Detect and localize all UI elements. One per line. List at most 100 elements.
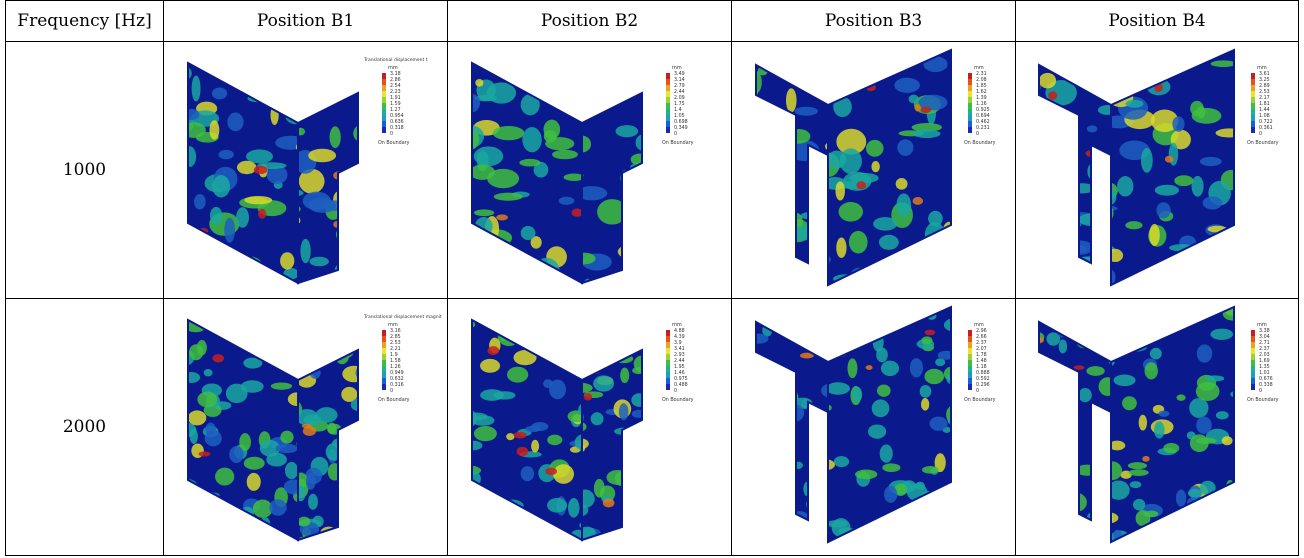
contour-plot: mm2.312.081.851.621.391.160.9250.6940.46…: [754, 48, 996, 287]
legend-swatch: [381, 372, 386, 378]
legend-swatch: [665, 109, 670, 115]
legend-value: 1.35: [1259, 364, 1270, 370]
legend-value: 2.71: [1259, 340, 1270, 346]
legend-value: 3.16: [390, 328, 401, 334]
legend-value: 2.44: [674, 358, 685, 364]
legend-swatch: [967, 121, 972, 127]
legend-value: 1.9: [390, 352, 398, 358]
legend-value: 2.44: [674, 89, 685, 95]
legend-unit: mm: [974, 322, 984, 328]
legend-swatch: [1251, 384, 1255, 390]
legend-value: 2.89: [1259, 83, 1270, 89]
legend-value: 2.37: [976, 340, 987, 346]
legend-unit: mm: [672, 322, 682, 328]
legend-value: 0.676: [1259, 376, 1273, 382]
legend-unit: mm: [974, 65, 984, 71]
legend-unit: mm: [388, 322, 398, 328]
row-label-1000: 1000: [5, 41, 164, 299]
legend-swatch: [1251, 103, 1255, 109]
legend-value: 2.07: [976, 346, 987, 352]
plot-cell: Translational displacement magnit mm 3.16 2…: [163, 298, 448, 556]
legend-swatch: [1251, 97, 1255, 103]
legend-value: 1.08: [1259, 113, 1270, 119]
legend-swatch: [665, 91, 670, 97]
legend-unit: mm: [672, 65, 682, 71]
legend-value: 2.53: [1259, 89, 1270, 95]
legend-swatch: [381, 378, 386, 384]
legend-swatch: [1251, 79, 1255, 85]
legend-value: 0.361: [1259, 125, 1273, 131]
legend-footer: On Boundary: [1247, 397, 1279, 403]
legend-value: 1.95: [674, 364, 685, 370]
legend-swatch: [665, 360, 670, 366]
legend-swatch: [967, 342, 972, 348]
plot-cell: mm 4.88 4.39 3.9 3.41 2.93 2.44 1.95 1.46 0.975 0.…: [447, 298, 732, 556]
legend-value: 0.462: [976, 119, 990, 125]
legend-swatch: [967, 103, 972, 109]
legend-swatch: [381, 330, 386, 336]
legend-value: 3.25: [1259, 77, 1270, 83]
plot-cell: mm 2.96 2.66 2.37 2.07 1.78 1.48 1.18 0.888 0.592…: [731, 298, 1016, 556]
legend-swatch: [1251, 109, 1255, 115]
header-position-b1: Position B1: [163, 0, 448, 42]
contour-plot: mm3.493.142.792.442.091.751.41.050.6980.…: [470, 61, 694, 285]
legend-value: 2.31: [976, 71, 987, 77]
legend-value: 1.81: [1259, 101, 1270, 107]
legend-swatch: [381, 348, 386, 354]
legend-swatch: [665, 73, 670, 79]
legend-value: 1.69: [1259, 358, 1270, 364]
legend-value: 1.16: [976, 101, 987, 107]
wall-model: [470, 61, 643, 285]
legend-value: 2.53: [390, 340, 401, 346]
legend-value: 2.86: [390, 77, 401, 83]
contour-plot: mm4.884.393.93.412.932.441.951.460.9750.…: [470, 318, 694, 542]
legend-swatch: [381, 342, 386, 348]
legend-footer: On Boundary: [662, 140, 694, 146]
legend-value: 3.18: [390, 71, 401, 77]
legend-value: 1.62: [976, 89, 987, 95]
legend-swatch: [967, 109, 972, 115]
color-legend: mm4.884.393.93.412.932.441.951.460.9750.…: [662, 322, 694, 403]
legend-swatch: [381, 115, 386, 121]
legend-swatch: [1251, 127, 1255, 133]
wall-model: [1038, 48, 1235, 287]
header-position-b2: Position B2: [447, 0, 732, 42]
row-label-2000: 2000: [5, 298, 164, 556]
legend-value: 0: [976, 388, 979, 394]
legend-swatch: [381, 79, 386, 85]
legend-swatch: [1251, 330, 1255, 336]
contour-plot: Translational displacement tmm3.182.862.…: [186, 57, 428, 285]
legend-swatch: [665, 79, 670, 85]
color-legend: Translational displacement tmm3.182.862.…: [363, 57, 428, 146]
results-table: Frequency [Hz] Position B1 Position B2 P…: [5, 0, 1299, 556]
header-position-b4: Position B4: [1015, 0, 1299, 42]
legend-swatch: [967, 79, 972, 85]
legend-value: 4.39: [674, 334, 685, 340]
legend-value: 2.85: [390, 334, 401, 340]
legend-value: 0: [1259, 131, 1262, 137]
legend-title: Translational displacement t: [363, 57, 428, 63]
legend-swatch: [665, 354, 670, 360]
legend-swatch: [381, 97, 386, 103]
legend-swatch: [967, 360, 972, 366]
plot-cell: mm 3.61 3.25 2.89 2.53 2.17 1.81 1.44 1.08 0.722 0…: [1015, 41, 1299, 299]
wall-model: [186, 61, 359, 285]
legend-value: 2.79: [674, 83, 685, 89]
legend-swatch: [967, 366, 972, 372]
wall-model: [186, 318, 359, 542]
color-legend: mm2.312.081.851.621.391.160.9250.6940.46…: [964, 65, 996, 146]
legend-swatch: [1251, 348, 1255, 354]
legend-value: 0.975: [674, 376, 688, 382]
legend-value: 0: [390, 388, 393, 394]
legend-swatch: [1251, 73, 1255, 79]
legend-swatch: [665, 348, 670, 354]
legend-swatch: [1251, 378, 1255, 384]
legend-value: 4.88: [674, 328, 685, 334]
contour-plot: mm2.962.662.372.071.781.481.180.8880.592…: [754, 305, 995, 544]
legend-swatch: [381, 91, 386, 97]
legend-swatch: [381, 360, 386, 366]
legend-value: 2.23: [390, 89, 401, 95]
legend-value: 0.231: [976, 125, 990, 131]
legend-value: 2.08: [976, 77, 987, 83]
wall-model: [754, 305, 952, 544]
